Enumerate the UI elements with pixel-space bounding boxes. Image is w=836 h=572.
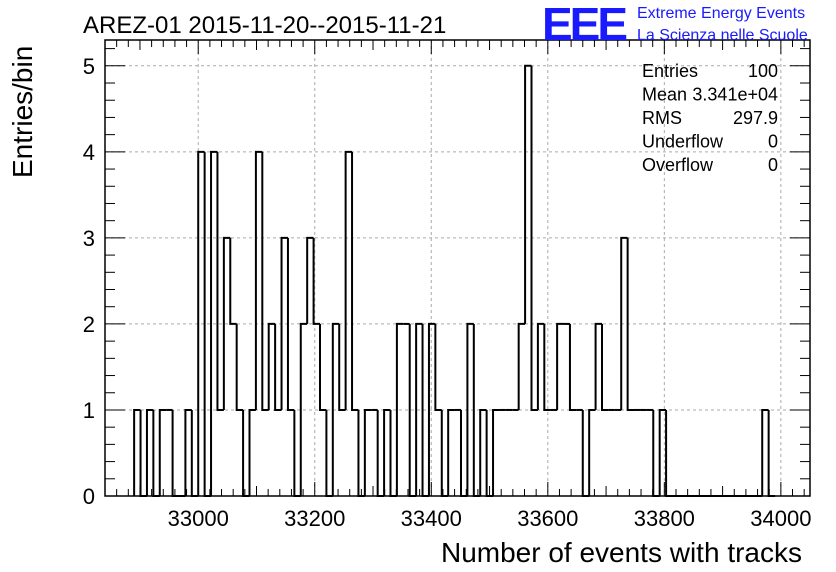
histogram-bin (222, 236, 231, 410)
y-axis-label: Entries/bin (7, 46, 38, 178)
histogram-bin (530, 65, 538, 411)
histogram-bin (229, 237, 237, 325)
histogram-bin (517, 322, 526, 410)
y-tick-label: 2 (83, 312, 95, 337)
stat-label: Underflow (642, 132, 724, 152)
stat-label: RMS (642, 108, 682, 128)
histogram-bin (363, 408, 372, 496)
histogram-bin (601, 323, 609, 411)
histogram-bin (434, 323, 442, 411)
stat-value: 100 (748, 61, 778, 81)
logo-line-1: Extreme Energy Events (637, 5, 805, 22)
histogram-bin (556, 322, 564, 410)
plot-frame (104, 39, 811, 497)
x-tick-label: 33800 (634, 506, 695, 531)
stat-value: 0 (768, 155, 778, 175)
histogram-bin (536, 322, 545, 410)
histogram-bin (588, 408, 596, 496)
histogram-bin (344, 150, 353, 410)
histogram-bin (658, 408, 667, 496)
eee-logo: EEE (542, 0, 626, 50)
x-tick-label: 34000 (750, 506, 811, 531)
stat-label: Mean (642, 85, 687, 105)
histogram-bin (447, 408, 455, 496)
histogram-bin (351, 151, 359, 411)
histogram-bin (306, 236, 314, 324)
x-tick-label: 33600 (517, 506, 578, 531)
stats-box: Entries 100 Mean 3.341e+04 RMS 297.9 Underflow… (642, 61, 778, 175)
histogram-bin (466, 322, 474, 496)
y-tick-label: 3 (83, 226, 95, 251)
histogram-bin (286, 237, 295, 411)
histogram-bin (171, 409, 179, 497)
histogram-bin (210, 150, 218, 496)
histogram-bin (761, 408, 769, 496)
histogram-bin (492, 408, 500, 496)
histogram-bin (216, 151, 224, 411)
histogram-bin (235, 323, 244, 411)
histogram-bin (319, 323, 327, 411)
histogram-bin (331, 322, 340, 496)
histogram-bin (254, 150, 263, 410)
y-tick-label: 4 (83, 140, 95, 165)
histogram-bin (383, 408, 391, 496)
y-tick-label: 0 (83, 484, 95, 509)
histogram-bin (184, 408, 192, 496)
major-ticks (105, 40, 810, 497)
stat-value: 3.341e+04 (692, 85, 778, 105)
stat-value: 0 (768, 132, 778, 152)
minor-ticks (105, 40, 810, 496)
stat-value: 297.9 (733, 108, 778, 128)
histogram-bin (626, 237, 635, 411)
histogram-bars (133, 64, 776, 497)
histogram-bin (767, 409, 776, 497)
histogram-bin (280, 236, 288, 410)
histogram-bin (620, 236, 628, 410)
y-tick-label: 5 (83, 54, 95, 79)
logo-line-2: La Scienza nelle Scuole (637, 27, 808, 44)
histogram-bin (145, 408, 154, 496)
x-axis-label: Number of events with tracks (441, 537, 802, 568)
x-tick-label: 33200 (284, 506, 345, 531)
histogram-bin (395, 322, 404, 496)
histogram-bin (158, 408, 167, 496)
histogram-bin (248, 408, 256, 496)
y-tick-label: 1 (83, 398, 95, 423)
histogram-bin (415, 322, 423, 496)
histogram-bin (479, 408, 487, 496)
histogram-bin (338, 323, 346, 411)
y-tick-labels: 0 1 2 3 4 5 (83, 54, 95, 509)
chart-title: AREZ-01 2015-11-20--2015-11-21 (83, 12, 446, 39)
histogram-bin (133, 408, 141, 496)
histogram-bin (568, 323, 577, 411)
x-tick-labels: 33000 33200 33400 33600 33800 34000 (168, 506, 812, 531)
histogram-bin (299, 322, 308, 496)
x-tick-label: 33400 (401, 506, 462, 531)
stat-label: Overflow (642, 155, 714, 175)
x-tick-label: 33000 (168, 506, 229, 531)
histogram-bin (427, 322, 436, 496)
histogram-bin (312, 237, 320, 325)
histogram-bin (524, 64, 532, 324)
histogram-bin (197, 150, 205, 496)
histogram-bin (261, 151, 269, 411)
histogram-bin (665, 409, 673, 497)
histogram-bin (274, 323, 282, 411)
histogram-bin (543, 323, 551, 411)
stat-label: Entries (642, 61, 698, 81)
histogram-bin (594, 322, 602, 410)
histogram-bin (267, 322, 276, 410)
